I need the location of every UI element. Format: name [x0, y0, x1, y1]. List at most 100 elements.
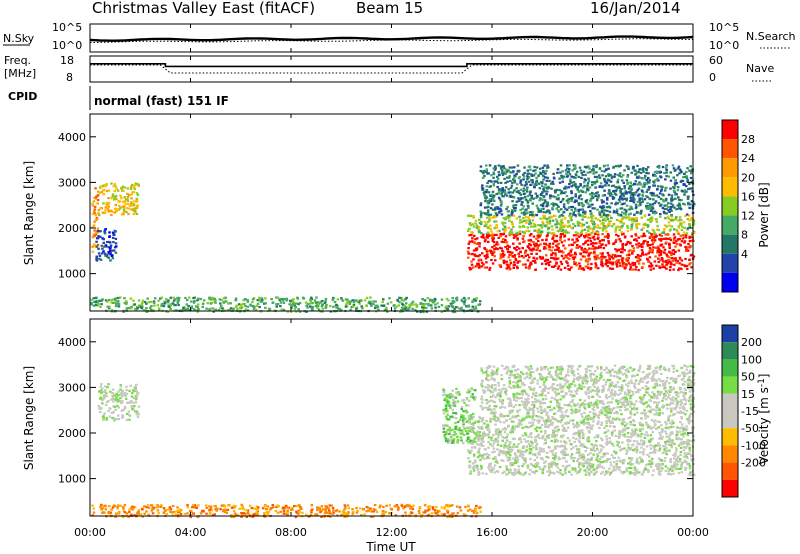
heat-cell-3 [500, 240, 504, 243]
heat-cell-3 [486, 255, 489, 259]
heat-cell-3 [658, 265, 661, 268]
heat-cell-6 [338, 308, 342, 311]
heat-cell-5 [584, 179, 587, 182]
heat-cell-4 [614, 228, 617, 231]
heat-cell-5 [627, 167, 630, 171]
heat-cell-3 [664, 260, 668, 263]
heat-cell-1 [525, 445, 529, 448]
heat-cell-6 [145, 310, 149, 313]
heat-cell-3 [521, 263, 525, 266]
heat-cell-4 [556, 220, 559, 223]
heat-cell-5 [574, 183, 577, 186]
heat-cell-5 [488, 164, 492, 167]
heat-cell-6 [422, 310, 425, 314]
heat-cell-5 [552, 182, 555, 185]
heat-cell-1 [608, 425, 612, 428]
heat-cell-6 [363, 299, 367, 302]
heat-cell-5 [639, 171, 643, 174]
heat-cell-6 [190, 305, 193, 308]
heat-cell-1 [103, 184, 107, 187]
heat-cell-3 [651, 248, 654, 252]
heat-cell-4 [504, 218, 507, 221]
heat-cell-1 [680, 417, 683, 420]
heat-cell-6 [234, 305, 238, 309]
heat-cell-1 [534, 465, 537, 469]
heat-cell-4 [640, 216, 643, 219]
heat-cell-1 [495, 428, 498, 431]
heat-cell-4 [489, 224, 492, 227]
heat-cell-1 [604, 452, 607, 455]
heat-cell-6 [421, 306, 424, 309]
heat-cell-6 [208, 308, 211, 311]
heat-cell-5 [581, 173, 584, 177]
heat-cell-6 [149, 300, 153, 303]
heat-cell-1 [670, 444, 673, 447]
heat-cell-1 [107, 205, 110, 208]
heat-cell-5 [506, 205, 509, 209]
heat-cell-1 [588, 417, 591, 420]
heat-cell-4 [673, 218, 676, 221]
heat-cell-3 [671, 260, 674, 263]
heat-cell-0 [91, 212, 95, 216]
heat-cell-5 [533, 165, 536, 169]
heat-cell-0 [105, 392, 108, 395]
heat-cell-0 [94, 219, 97, 222]
heat-cell-1 [514, 416, 517, 419]
heat-cell-1 [487, 425, 490, 428]
heat-cell-3 [559, 238, 562, 242]
heat-cell-6 [250, 304, 253, 307]
heat-cell-6 [474, 306, 477, 309]
heat-cell-5 [556, 168, 560, 171]
heat-cell-1 [511, 446, 515, 449]
heat-cell-3 [476, 237, 479, 240]
heat-cell-5 [513, 174, 516, 177]
heat-cell-1 [599, 450, 603, 453]
heat-cell-1 [99, 186, 102, 189]
heat-cell-1 [596, 464, 600, 467]
heat-cell-4 [541, 220, 544, 223]
heat-cell-5 [582, 170, 586, 173]
heat-cell-5 [689, 203, 692, 206]
heat-cell-3 [668, 251, 672, 254]
heat-cell-6 [399, 310, 402, 313]
heat-cell-1 [126, 198, 129, 201]
heat-cell-1 [517, 422, 520, 426]
freq-panel: Freq. [MHz] 18 8 60 0 Nave [4, 54, 774, 84]
heat-cell-3 [551, 242, 555, 245]
heat-cell-4 [620, 221, 623, 224]
heat-cell-6 [335, 303, 338, 306]
heat-cell-5 [572, 211, 575, 214]
heat-cell-6 [290, 304, 293, 307]
heat-cell-5 [563, 191, 566, 195]
heat-cell-6 [264, 302, 267, 305]
heat-cell-0 [117, 398, 120, 401]
heat-cell-4 [478, 222, 482, 225]
heat-cell-5 [522, 178, 525, 181]
heat-cell-1 [509, 471, 512, 474]
heat-cell-6 [372, 303, 375, 306]
heat-cell-0 [126, 401, 129, 404]
heat-cell-5 [500, 200, 503, 203]
heat-cell-4 [510, 220, 513, 224]
heat-cell-5 [541, 166, 545, 169]
heat-cell-5 [561, 180, 564, 183]
heat-cell-6 [140, 306, 143, 309]
heat-cell-6 [100, 303, 103, 306]
heat-cell-1 [489, 443, 492, 446]
heat-cell-1 [564, 471, 567, 474]
heat-cell-1 [481, 437, 484, 440]
heat-cell-4 [518, 221, 522, 224]
heat-cell-5 [665, 171, 668, 174]
heat-cell-1 [644, 464, 648, 467]
heat-cell-6 [465, 305, 468, 308]
heat-cell-1 [584, 422, 588, 425]
heat-cell-3 [601, 239, 604, 242]
heat-cell-5 [578, 208, 582, 211]
heat-cell-3 [486, 253, 489, 256]
heat-cell-2 [111, 231, 115, 234]
heat-cell-1 [536, 434, 539, 437]
heat-cell-3 [509, 259, 512, 262]
heat-cell-1 [566, 426, 570, 429]
heat-cell-2 [110, 249, 113, 252]
heat-cell-3 [531, 260, 535, 263]
